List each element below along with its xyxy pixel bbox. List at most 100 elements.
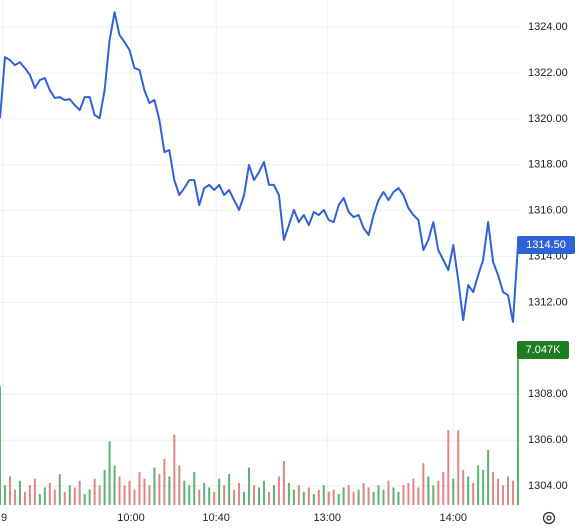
volume-bar xyxy=(108,441,111,505)
volume-bar xyxy=(447,430,450,505)
volume-bar xyxy=(352,491,355,505)
volume-bar xyxy=(302,491,305,505)
volume-bar xyxy=(457,430,460,505)
volume-bar xyxy=(297,485,300,505)
volume-bar xyxy=(307,487,310,505)
volume-bar xyxy=(78,480,81,505)
volume-bar xyxy=(427,476,430,505)
volume-bar xyxy=(88,489,91,505)
volume-bar xyxy=(48,483,51,505)
last-volume-box xyxy=(517,340,569,359)
volume-bar xyxy=(218,478,221,505)
volume-bar xyxy=(437,480,440,505)
volume-bar xyxy=(253,485,256,505)
volume-bar xyxy=(133,489,136,505)
volume-bar xyxy=(248,467,251,505)
volume-bar xyxy=(267,491,270,505)
volume-bar xyxy=(387,480,390,505)
volume-bar xyxy=(13,489,16,505)
volume-bar xyxy=(53,489,56,505)
volume-bar xyxy=(277,476,280,505)
volume-bar xyxy=(347,485,350,505)
volume-bar xyxy=(183,480,186,505)
volume-bar xyxy=(412,478,415,505)
volume-bar xyxy=(337,494,340,505)
volume-bar xyxy=(287,483,290,505)
volume-bar xyxy=(168,476,171,505)
volume-bar xyxy=(392,487,395,505)
volume-bar xyxy=(228,474,231,505)
settings-icon[interactable] xyxy=(542,511,556,525)
volume-bar xyxy=(8,476,11,505)
y-tick-label: 1312.00 xyxy=(528,296,568,308)
volume-bar xyxy=(3,485,6,505)
volume-bar xyxy=(497,478,500,505)
x-tick-label: 14:00 xyxy=(439,512,467,524)
last-price-box xyxy=(517,236,575,255)
volume-bar xyxy=(517,349,519,505)
volume-bar xyxy=(282,461,285,505)
volume-bar xyxy=(103,469,106,505)
volume-bar xyxy=(223,485,226,505)
volume-bar xyxy=(327,491,330,505)
volume-bar xyxy=(63,491,66,505)
y-tick-label: 1306.00 xyxy=(528,434,568,446)
volume-bar xyxy=(372,491,375,505)
volume-bar xyxy=(502,485,505,505)
volume-bar xyxy=(138,472,141,505)
volume-bar xyxy=(482,469,485,505)
volume-bar xyxy=(118,476,121,505)
volume-bar xyxy=(397,491,400,505)
volume-bar xyxy=(28,485,31,505)
volume-bar xyxy=(18,480,21,505)
price-line xyxy=(0,11,519,323)
volume-bar xyxy=(123,485,126,505)
volume-bar xyxy=(83,494,86,505)
volume-bar xyxy=(193,472,196,505)
volume-bar xyxy=(43,487,46,505)
volume-bar xyxy=(208,487,211,505)
volume-bar xyxy=(178,465,181,505)
x-tick-label: 10:00 xyxy=(117,512,145,524)
last-price-label: 1314.50 xyxy=(526,239,566,251)
volume-bar xyxy=(68,485,71,505)
settings-ring[interactable] xyxy=(542,511,556,525)
volume-bar xyxy=(73,487,76,505)
y-tick-label: 1324.00 xyxy=(528,21,568,33)
volume-bar xyxy=(58,474,61,505)
volume-bar xyxy=(342,487,345,505)
volume-bar xyxy=(93,478,96,505)
volume-bar xyxy=(382,489,385,505)
volume-bar xyxy=(258,487,260,505)
x-tick-label: 9 xyxy=(1,512,7,524)
volume-bar xyxy=(452,478,455,505)
volume-bar xyxy=(322,485,325,505)
volume-bar xyxy=(367,487,370,505)
volume-bar xyxy=(238,483,241,505)
volume-bar xyxy=(317,489,320,505)
volume-bar xyxy=(203,483,206,505)
volume-bar xyxy=(467,476,470,505)
volume-bar xyxy=(487,450,490,505)
volume-bar xyxy=(163,458,166,505)
volume-bar xyxy=(262,480,265,505)
volume-bar xyxy=(362,483,365,505)
x-tick-label: 13:00 xyxy=(313,512,341,524)
volume-bar xyxy=(312,494,315,505)
volume-bar xyxy=(243,491,246,505)
y-tick-label: 1304.00 xyxy=(528,480,568,492)
volume-bar xyxy=(422,463,425,505)
volume-bar xyxy=(128,480,131,505)
volume-bar xyxy=(432,485,435,505)
volume-bar xyxy=(148,485,151,505)
last-volume-label: 7.047K xyxy=(526,344,562,356)
settings-core[interactable] xyxy=(546,515,552,521)
volume-bar xyxy=(198,489,201,505)
volume-bar xyxy=(272,485,275,505)
volume-bar xyxy=(213,491,216,505)
volume-bar xyxy=(477,465,480,505)
y-tick-label: 1320.00 xyxy=(528,113,568,125)
volume-bar xyxy=(143,478,146,505)
